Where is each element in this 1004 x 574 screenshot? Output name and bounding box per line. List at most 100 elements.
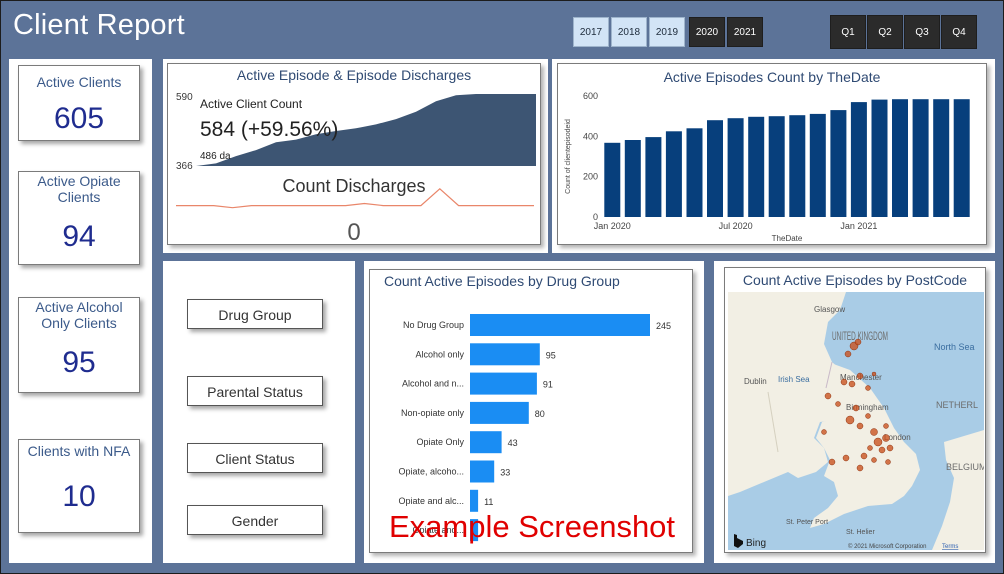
episodes-title: Active Episode & Episode Discharges xyxy=(236,67,472,83)
date-bar[interactable] xyxy=(707,120,723,217)
date-bar[interactable] xyxy=(830,110,847,217)
date-bar[interactable] xyxy=(953,99,970,217)
map-terms-link[interactable]: Terms xyxy=(942,544,958,550)
date-bar[interactable] xyxy=(686,128,703,217)
map-title: Count Active Episodes by PostCode xyxy=(742,272,968,288)
date-bar[interactable] xyxy=(933,99,950,217)
drug-bar[interactable] xyxy=(470,372,537,395)
map-label-birmingham: Birmingham xyxy=(846,403,889,412)
x-tick-label: Jul 2020 xyxy=(719,221,753,231)
kpi-panel: Active Clients 605 Active Opiate Clients… xyxy=(9,59,152,563)
date-bar[interactable] xyxy=(748,116,765,217)
drug-visual[interactable]: Count Active Episodes by Drug Group No D… xyxy=(369,269,693,553)
bing-logo: Bing xyxy=(734,534,766,549)
client-status-slicer[interactable]: Client Status xyxy=(187,443,323,473)
date-bar[interactable] xyxy=(850,102,867,217)
drug-category-label: Opiate Only xyxy=(416,437,464,447)
date-bar[interactable] xyxy=(624,140,641,217)
kpi-value: 94 xyxy=(62,220,96,253)
kpi-value: 95 xyxy=(62,346,96,379)
gender-slicer[interactable]: Gender xyxy=(187,505,323,535)
y-axis-label: Count of clientepisodeid xyxy=(565,119,572,194)
date-bar[interactable] xyxy=(871,99,888,217)
drug-chart: No Drug Group 245 Alcohol only 95 Alcohol an… xyxy=(398,314,671,542)
date-bar[interactable] xyxy=(645,137,662,217)
drug-category-label: Opiate and alc... xyxy=(398,496,464,506)
drug-bar[interactable] xyxy=(470,314,650,336)
drug-bar[interactable] xyxy=(470,343,540,366)
card-sub-label: 486 da xyxy=(200,151,231,162)
drug-group-slicer[interactable]: Drug Group xyxy=(187,299,323,329)
kpi-card-nfa-clients[interactable]: Clients with NFA 10 xyxy=(18,439,140,533)
axis-top-label: 590 xyxy=(176,92,193,103)
year-2017-button[interactable]: 2017 xyxy=(573,17,609,47)
kpi-label: Active Opiate Clients xyxy=(37,173,121,205)
card-value: 584 (+59.56%) xyxy=(200,118,338,141)
card-label: Active Client Count xyxy=(200,97,303,111)
episodes-visual[interactable]: Active Episode & Episode Discharges 590 … xyxy=(167,63,541,245)
page-title: Client Report xyxy=(13,9,185,41)
year-2018-button[interactable]: 2018 xyxy=(611,17,647,47)
map-label-belgium: BELGIUM xyxy=(946,462,984,472)
kpi-card-active-clients[interactable]: Active Clients 605 xyxy=(18,65,140,141)
parental-status-slicer[interactable]: Parental Status xyxy=(187,376,323,406)
map-label-dublin: Dublin xyxy=(744,377,767,386)
kpi-label: Active Clients xyxy=(36,74,122,90)
date-bar[interactable] xyxy=(912,99,929,217)
kpi-value: 605 xyxy=(53,102,105,135)
drug-bar[interactable] xyxy=(470,401,529,424)
drug-chart-title: Count Active Episodes by Drug Group xyxy=(384,273,620,289)
drug-category-label: Opiate and... xyxy=(412,525,464,535)
drug-value-label: 91 xyxy=(543,380,553,390)
map-panel: Count Active Episodes by PostCode Glasgo… xyxy=(714,261,995,563)
y-tick-label: 400 xyxy=(583,131,598,141)
map-label-irish-sea: Irish Sea xyxy=(778,375,810,384)
drug-category-label: No Drug Group xyxy=(403,320,464,330)
discharges-title: Count Discharges xyxy=(282,176,425,196)
date-bar[interactable] xyxy=(665,131,682,217)
date-bar[interactable] xyxy=(809,113,826,217)
quarter-q2-button[interactable]: Q2 xyxy=(867,15,903,49)
map-label-st-peter-port: St. Peter Port xyxy=(786,519,828,526)
date-bar[interactable] xyxy=(604,142,621,217)
map-label-st-helier: St. Helier xyxy=(846,529,875,536)
drug-bar[interactable] xyxy=(470,431,502,454)
postcode-dots[interactable] xyxy=(821,338,894,472)
count-chart: 0 200 400 600 Jan 2020 Jul 2020 Jan 2021 TheDat… xyxy=(565,91,970,243)
date-bar[interactable] xyxy=(892,99,908,217)
quarter-q4-button[interactable]: Q4 xyxy=(941,15,977,49)
drug-bar[interactable] xyxy=(470,489,479,512)
map-visual[interactable]: Count Active Episodes by PostCode Glasgo… xyxy=(724,267,986,553)
axis-bottom-label: 366 xyxy=(176,161,193,172)
discharges-value: 0 xyxy=(347,219,360,244)
kpi-value: 10 xyxy=(62,480,96,513)
drug-category-label: Alcohol and n... xyxy=(402,379,464,389)
count-visual[interactable]: Active Episodes Count by TheDate 0 200 400… xyxy=(557,63,987,245)
watermark: Example Screenshot xyxy=(389,509,676,544)
quarter-q1-button[interactable]: Q1 xyxy=(830,15,866,49)
year-2019-button[interactable]: 2019 xyxy=(649,17,685,47)
drug-value-label: 80 xyxy=(535,409,545,419)
kpi-card-opiate-clients[interactable]: Active Opiate Clients 94 xyxy=(18,171,140,265)
drug-bar[interactable] xyxy=(470,460,495,483)
date-bar[interactable] xyxy=(768,116,785,217)
active-client-area xyxy=(176,94,536,166)
date-bar[interactable] xyxy=(727,118,744,217)
drug-bar[interactable] xyxy=(470,519,479,542)
map-canvas[interactable]: Glasgow UNITED KINGDOM North Sea Dublin … xyxy=(728,292,984,550)
count-panel: Active Episodes Count by TheDate 0 200 400… xyxy=(552,59,995,253)
drug-category-label: Opiate, alcoho... xyxy=(398,467,464,477)
discharges-line xyxy=(176,187,534,209)
date-bar[interactable] xyxy=(789,115,806,217)
drug-category-label: Non-opiate only xyxy=(401,408,465,418)
episodes-chart: 590 366 Active Client Count 584 (+59.56%… xyxy=(176,92,536,244)
slicer-panel: Drug Group Parental Status Client Status… xyxy=(163,261,355,563)
quarter-q3-button[interactable]: Q3 xyxy=(904,15,940,49)
drug-panel: Count Active Episodes by Drug Group No D… xyxy=(364,261,704,563)
map-label-glasgow: Glasgow xyxy=(814,305,845,314)
year-2021-button[interactable]: 2021 xyxy=(727,17,763,47)
kpi-label: Clients with NFA xyxy=(27,443,131,459)
kpi-card-alcohol-clients[interactable]: Active Alcohol Only Clients 95 xyxy=(18,297,140,393)
year-2020-button[interactable]: 2020 xyxy=(689,17,725,47)
